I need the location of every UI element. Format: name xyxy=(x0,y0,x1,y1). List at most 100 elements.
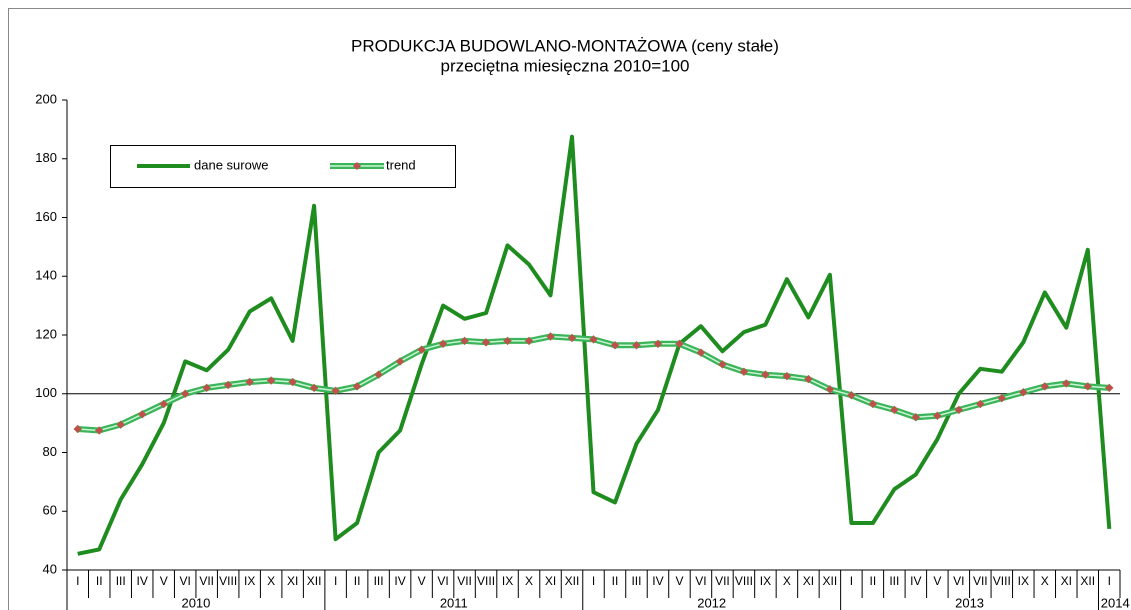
x-tick-label: III xyxy=(631,574,641,588)
x-tick-label: VI xyxy=(437,574,448,588)
trend-marker xyxy=(804,374,813,384)
x-tick-label: III xyxy=(116,574,126,588)
trend-marker xyxy=(696,348,706,357)
x-tick-label: I xyxy=(1108,574,1111,588)
trend-marker xyxy=(782,371,792,381)
trend-marker xyxy=(653,339,663,349)
x-tick-label: X xyxy=(783,574,791,588)
year-label: 2013 xyxy=(955,595,984,610)
trend-marker xyxy=(395,357,405,366)
trend-marker xyxy=(1104,383,1114,393)
trend-marker xyxy=(524,336,534,346)
trend-marker xyxy=(331,386,340,396)
year-label: 2011 xyxy=(440,595,468,610)
x-tick-label: VIII xyxy=(993,574,1011,588)
trend-marker xyxy=(116,420,126,429)
trend-marker xyxy=(761,370,770,380)
trend-marker xyxy=(1083,382,1093,391)
x-tick-label: XI xyxy=(803,574,814,588)
trend-marker xyxy=(481,337,491,347)
legend-marker xyxy=(353,162,361,170)
x-tick-label: VII xyxy=(457,574,472,588)
x-tick-label: XI xyxy=(1061,574,1072,588)
y-tick-label: 120 xyxy=(35,326,57,341)
x-tick-label: XI xyxy=(287,574,298,588)
y-tick-label: 140 xyxy=(35,268,57,283)
trend-marker xyxy=(997,393,1007,403)
trend-marker xyxy=(202,383,212,393)
trend-marker xyxy=(438,339,448,349)
trend-marker xyxy=(374,370,383,380)
trend-marker xyxy=(460,336,469,346)
x-tick-label: II xyxy=(870,574,877,588)
x-tick-label: VII xyxy=(199,574,214,588)
x-tick-label: XII xyxy=(565,574,580,588)
trend-marker xyxy=(954,405,964,415)
trend-marker xyxy=(847,390,856,400)
x-tick-label: II xyxy=(354,574,361,588)
legend-label: trend xyxy=(386,157,416,172)
x-tick-label: III xyxy=(889,574,899,588)
x-tick-label: IV xyxy=(910,574,921,588)
x-tick-label: VIII xyxy=(219,574,237,588)
trend-marker xyxy=(567,333,577,343)
trend-marker xyxy=(245,377,255,387)
y-tick-label: 100 xyxy=(35,385,57,400)
x-tick-label: II xyxy=(612,574,619,588)
x-tick-label: II xyxy=(96,574,103,588)
trend-marker xyxy=(632,340,641,350)
trend-marker xyxy=(868,399,878,409)
trend-marker xyxy=(309,383,319,393)
x-tick-label: X xyxy=(1041,574,1049,588)
trend-marker xyxy=(1040,382,1050,391)
y-tick-label: 60 xyxy=(43,503,57,518)
x-tick-label: IX xyxy=(1018,574,1029,588)
year-label: 2010 xyxy=(181,595,210,610)
x-tick-label: V xyxy=(160,574,168,588)
trend-marker xyxy=(417,345,426,355)
trend-marker xyxy=(610,340,620,350)
x-tick-label: IX xyxy=(502,574,513,588)
y-tick-label: 40 xyxy=(43,561,57,576)
legend-label: dane surowe xyxy=(194,157,268,172)
x-tick-label: IV xyxy=(652,574,663,588)
chart-frame xyxy=(8,8,1131,610)
trend-marker xyxy=(675,339,684,349)
trend-marker xyxy=(352,382,362,391)
trend-marker xyxy=(589,335,598,344)
trend-line xyxy=(77,333,1110,434)
series-line xyxy=(77,134,1112,556)
trend-marker xyxy=(1018,387,1028,397)
x-tick-label: VI xyxy=(695,574,706,588)
trend-marker xyxy=(890,405,899,415)
x-tick-label: IX xyxy=(760,574,771,588)
x-tick-label: I xyxy=(592,574,595,588)
y-tick-label: 160 xyxy=(35,209,57,224)
trend-marker xyxy=(137,409,147,419)
x-tick-label: IX xyxy=(244,574,255,588)
trend-marker xyxy=(503,336,512,346)
year-label: 2014 xyxy=(1101,595,1130,610)
x-tick-label: VI xyxy=(953,574,964,588)
trend-marker xyxy=(739,367,749,377)
trend-marker xyxy=(288,377,297,387)
trend-marker xyxy=(546,332,555,341)
x-tick-label: IV xyxy=(137,574,148,588)
x-tick-label: XI xyxy=(545,574,556,588)
x-tick-label: XII xyxy=(307,574,322,588)
y-tick-label: 180 xyxy=(35,150,57,165)
y-tick-label: 200 xyxy=(35,91,57,106)
x-tick-label: VIII xyxy=(735,574,753,588)
chart-title: PRODUKCJA BUDOWLANO-MONTAŻOWA (ceny stał… xyxy=(351,36,779,55)
trend-marker xyxy=(825,384,835,394)
x-tick-label: VIII xyxy=(477,574,495,588)
x-tick-label: VI xyxy=(180,574,191,588)
x-tick-label: IV xyxy=(394,574,405,588)
trend-marker xyxy=(911,412,921,422)
trend-marker xyxy=(94,426,104,435)
x-tick-label: XII xyxy=(823,574,838,588)
x-tick-label: I xyxy=(334,574,337,588)
trend-marker xyxy=(718,360,727,369)
y-tick-label: 80 xyxy=(43,444,57,459)
